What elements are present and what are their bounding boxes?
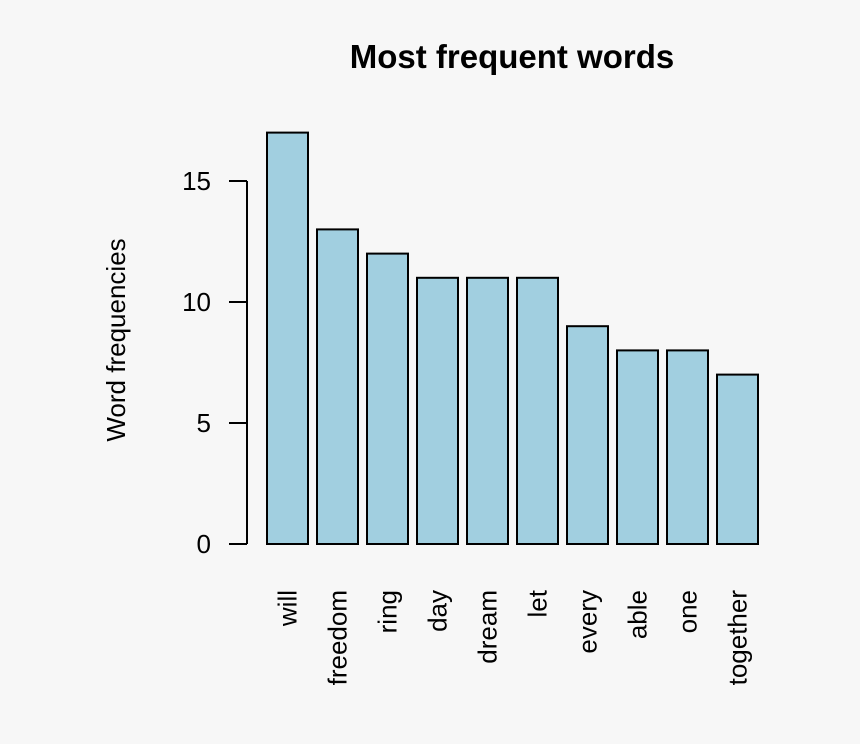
x-tick-label: ring [373,590,403,633]
bar-able [616,349,659,545]
bar-will [266,131,309,545]
x-tick-label: one [673,590,703,633]
bar-day [416,276,459,545]
bar-let [516,276,559,545]
x-tick-label: together [723,590,753,686]
y-tick-label: 15 [182,166,211,196]
bar-ring [366,252,409,545]
x-tick-label: dream [473,590,503,664]
x-tick-label: will [273,590,303,627]
x-tick-label: able [623,590,653,639]
chart-title: Most frequent words [350,38,675,75]
bar-one [666,349,709,545]
y-tick-label: 0 [197,529,211,559]
x-tick-label: let [523,589,553,617]
x-tick-label: freedom [323,590,353,685]
y-tick-label: 10 [182,287,211,317]
y-tick-label: 5 [197,408,211,438]
bar-together [716,373,759,545]
bar-every [566,325,609,546]
x-tick-label: every [573,590,603,654]
x-tick-label: day [423,590,453,632]
y-axis: 0 5 10 15 [182,166,248,559]
x-axis-labels: will freedom ring day dream let every able one to… [273,589,753,685]
y-axis-label: Word frequencies [101,238,131,441]
bars [266,131,759,546]
bar-freedom [316,228,359,545]
bar-dream [466,276,509,545]
